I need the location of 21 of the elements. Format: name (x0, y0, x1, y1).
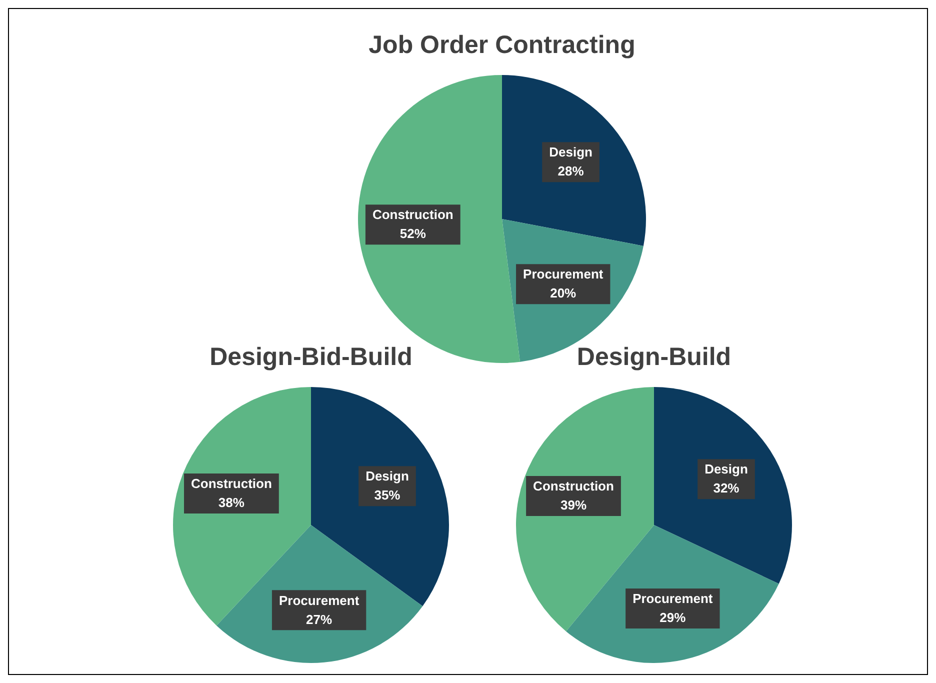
data-label: 52% (400, 226, 426, 242)
slice-label: Construction (533, 478, 614, 494)
slice-label: Procurement (523, 266, 604, 282)
data-label: 35% (374, 488, 401, 503)
slice-label: Design (366, 468, 409, 484)
data-label: 27% (306, 612, 332, 627)
slice-label: Construction (372, 207, 454, 222)
data-label: 38% (218, 495, 245, 510)
chart-title: Design-Build (576, 343, 732, 373)
data-label: 29% (660, 610, 686, 626)
chart-title: Job Order Contracting (368, 31, 636, 61)
data-label: 39% (560, 498, 587, 513)
slice-label: Design (704, 462, 748, 477)
slice-label: Procurement (632, 591, 714, 606)
chart-title: Design-Bid-Build (208, 343, 414, 373)
slice-label: Procurement (278, 592, 360, 608)
data-label: 32% (713, 480, 740, 496)
slice-label: Construction (191, 476, 272, 492)
slice-label: Design (549, 144, 593, 160)
data-label: 20% (550, 286, 577, 301)
data-label: 28% (558, 164, 584, 179)
